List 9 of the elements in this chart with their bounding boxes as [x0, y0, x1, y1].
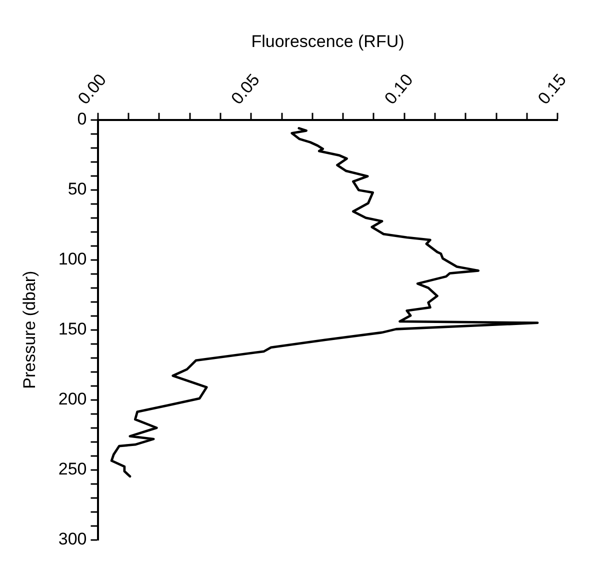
y-tick-label: 50 [68, 180, 87, 199]
y-tick-label: 250 [58, 459, 87, 478]
y-tick-label: 150 [58, 320, 87, 339]
x-axis-title: Fluorescence (RFU) [251, 32, 404, 51]
y-axis-title: Pressure (dbar) [20, 270, 39, 389]
y-tick-label: 200 [58, 390, 87, 409]
y-tick-label: 100 [58, 250, 87, 269]
y-tick-label: 300 [58, 529, 87, 548]
y-tick-label: 0 [77, 110, 87, 129]
